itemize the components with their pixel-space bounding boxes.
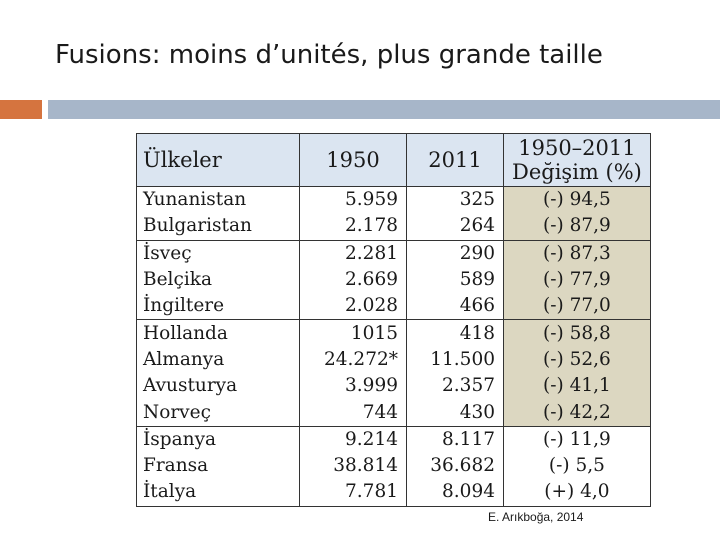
table-body: Yunanistan 5.959 325 (-) 94,5 Bulgaristan 2.1… bbox=[136, 186, 651, 507]
change-cell: (-) 87,3 bbox=[503, 240, 651, 267]
change-cell: (-) 77,0 bbox=[503, 293, 651, 321]
table-row: Hollanda 1015 418 (-) 58,8 bbox=[136, 319, 651, 347]
slide-title: Fusions: moins d’unités, plus grande tai… bbox=[55, 40, 603, 70]
change-cell: (-) 41,1 bbox=[503, 373, 651, 400]
table-row: Bulgaristan 2.178 264 (-) 87,9 bbox=[136, 213, 651, 241]
country-cell: Almanya bbox=[136, 346, 300, 374]
value-2011-cell: 589 bbox=[406, 266, 504, 294]
value-1950-cell: 2.669 bbox=[299, 266, 407, 294]
table-row: İngiltere 2.028 466 (-) 77,0 bbox=[136, 293, 651, 321]
municipality-table: Ülkeler 1950 2011 1950–2011 Değişim (%) … bbox=[136, 133, 651, 507]
country-cell: İngiltere bbox=[136, 293, 300, 321]
value-1950-cell: 7.781 bbox=[299, 479, 407, 507]
change-cell: (-) 5,5 bbox=[503, 452, 651, 480]
change-cell: (-) 52,6 bbox=[503, 346, 651, 374]
header-1950: 1950 bbox=[299, 133, 407, 187]
country-cell: Bulgaristan bbox=[136, 213, 300, 241]
table-row: Belçika 2.669 589 (-) 77,9 bbox=[136, 266, 651, 294]
country-cell: Avusturya bbox=[136, 373, 300, 400]
change-cell: (-) 87,9 bbox=[503, 213, 651, 241]
value-1950-cell: 2.281 bbox=[299, 240, 407, 267]
value-1950-cell: 744 bbox=[299, 399, 407, 427]
value-1950-cell: 38.814 bbox=[299, 452, 407, 480]
header-change: 1950–2011 Değişim (%) bbox=[503, 133, 651, 187]
value-2011-cell: 2.357 bbox=[406, 373, 504, 400]
value-1950-cell: 2.178 bbox=[299, 213, 407, 241]
value-2011-cell: 36.682 bbox=[406, 452, 504, 480]
value-2011-cell: 325 bbox=[406, 186, 504, 214]
value-1950-cell: 5.959 bbox=[299, 186, 407, 214]
table-row: Fransa 38.814 36.682 (-) 5,5 bbox=[136, 452, 651, 480]
value-2011-cell: 8.094 bbox=[406, 479, 504, 507]
source-citation: E. Arıkboğa, 2014 bbox=[488, 510, 584, 524]
header-change-unit: Değişim (%) bbox=[512, 160, 642, 184]
value-2011-cell: 430 bbox=[406, 399, 504, 427]
table-row: İtalya 7.781 8.094 (+) 4,0 bbox=[136, 479, 651, 507]
value-2011-cell: 8.117 bbox=[406, 426, 504, 453]
country-cell: Yunanistan bbox=[136, 186, 300, 214]
value-2011-cell: 290 bbox=[406, 240, 504, 267]
change-cell: (-) 11,9 bbox=[503, 426, 651, 453]
value-2011-cell: 466 bbox=[406, 293, 504, 321]
accent-bar bbox=[48, 100, 720, 119]
value-2011-cell: 418 bbox=[406, 319, 504, 347]
value-2011-cell: 264 bbox=[406, 213, 504, 241]
table-row: Yunanistan 5.959 325 (-) 94,5 bbox=[136, 186, 651, 214]
value-1950-cell: 3.999 bbox=[299, 373, 407, 400]
country-cell: Fransa bbox=[136, 452, 300, 480]
table-row: Norveç 744 430 (-) 42,2 bbox=[136, 399, 651, 427]
table-row: Avusturya 3.999 2.357 (-) 41,1 bbox=[136, 373, 651, 400]
country-cell: Norveç bbox=[136, 399, 300, 427]
header-country: Ülkeler bbox=[136, 133, 300, 187]
table-header-row: Ülkeler 1950 2011 1950–2011 Değişim (%) bbox=[136, 133, 651, 187]
value-2011-cell: 11.500 bbox=[406, 346, 504, 374]
table-row: Almanya 24.272* 11.500 (-) 52,6 bbox=[136, 346, 651, 374]
change-cell: (-) 58,8 bbox=[503, 319, 651, 347]
change-cell: (-) 94,5 bbox=[503, 186, 651, 214]
country-cell: İtalya bbox=[136, 479, 300, 507]
country-cell: İsveç bbox=[136, 240, 300, 267]
change-cell: (-) 77,9 bbox=[503, 266, 651, 294]
header-2011: 2011 bbox=[406, 133, 504, 187]
value-1950-cell: 24.272* bbox=[299, 346, 407, 374]
value-1950-cell: 9.214 bbox=[299, 426, 407, 453]
table-row: İspanya 9.214 8.117 (-) 11,9 bbox=[136, 426, 651, 453]
value-1950-cell: 1015 bbox=[299, 319, 407, 347]
country-cell: Hollanda bbox=[136, 319, 300, 347]
change-cell: (-) 42,2 bbox=[503, 399, 651, 427]
table-row: İsveç 2.281 290 (-) 87,3 bbox=[136, 240, 651, 267]
country-cell: Belçika bbox=[136, 266, 300, 294]
change-cell: (+) 4,0 bbox=[503, 479, 651, 507]
country-cell: İspanya bbox=[136, 426, 300, 453]
header-change-period: 1950–2011 bbox=[518, 136, 636, 160]
value-1950-cell: 2.028 bbox=[299, 293, 407, 321]
accent-square bbox=[0, 100, 42, 119]
